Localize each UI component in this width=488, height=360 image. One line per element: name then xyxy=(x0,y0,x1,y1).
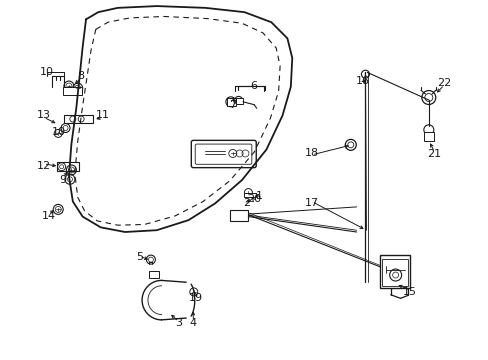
Text: 10: 10 xyxy=(52,127,66,136)
Text: 15: 15 xyxy=(403,287,416,297)
Text: 12: 12 xyxy=(37,161,51,171)
Text: 5: 5 xyxy=(136,252,143,262)
Text: 13: 13 xyxy=(37,111,50,121)
Text: 18: 18 xyxy=(304,148,318,158)
Text: 16: 16 xyxy=(355,76,369,86)
FancyBboxPatch shape xyxy=(195,144,251,164)
Text: 4: 4 xyxy=(189,319,197,328)
Text: 8: 8 xyxy=(78,71,84,81)
FancyBboxPatch shape xyxy=(191,140,256,168)
Text: 17: 17 xyxy=(304,198,318,208)
Bar xyxy=(226,98,235,107)
Bar xyxy=(149,271,159,278)
Bar xyxy=(63,87,81,95)
Bar xyxy=(382,259,407,286)
Text: 7: 7 xyxy=(228,100,235,110)
Text: 14: 14 xyxy=(41,211,56,221)
Text: 11: 11 xyxy=(96,111,110,121)
Text: 3: 3 xyxy=(175,319,182,328)
Text: 6: 6 xyxy=(249,81,256,91)
Text: 1: 1 xyxy=(255,191,262,201)
Bar xyxy=(235,98,243,104)
Bar xyxy=(379,255,409,288)
Bar xyxy=(423,132,433,141)
Text: 9: 9 xyxy=(60,175,66,185)
Bar xyxy=(243,193,255,197)
Text: 22: 22 xyxy=(436,78,450,88)
Text: 19: 19 xyxy=(188,293,203,303)
Bar xyxy=(64,116,93,123)
Text: 21: 21 xyxy=(427,149,441,159)
Text: 20: 20 xyxy=(247,194,261,204)
Bar xyxy=(229,210,248,221)
Text: 10: 10 xyxy=(40,67,54,77)
Text: 2: 2 xyxy=(243,198,250,208)
Bar xyxy=(57,162,79,171)
